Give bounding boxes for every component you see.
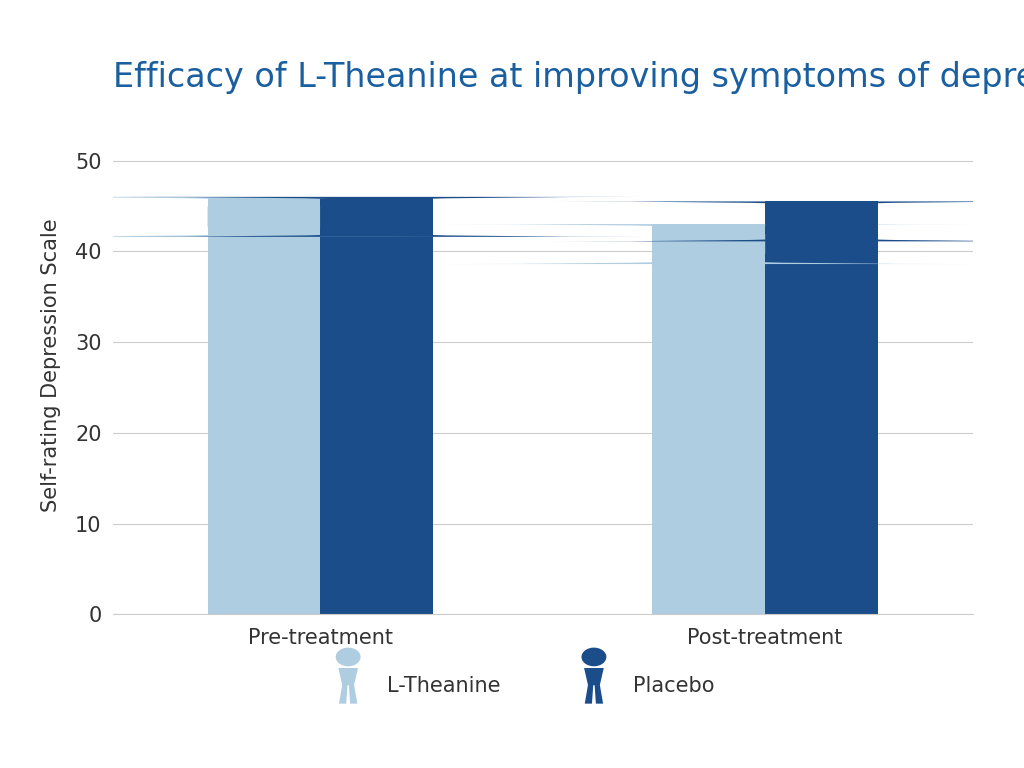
Text: Placebo: Placebo <box>633 676 715 696</box>
FancyBboxPatch shape <box>439 224 979 264</box>
Y-axis label: Self-rating Depression Scale: Self-rating Depression Scale <box>41 218 61 511</box>
FancyBboxPatch shape <box>106 197 646 237</box>
Bar <box>321 197 433 614</box>
FancyBboxPatch shape <box>552 201 1024 241</box>
Text: Efficacy of L-Theanine at improving symptoms of depression: Efficacy of L-Theanine at improving symp… <box>113 61 1024 94</box>
Bar <box>208 197 321 614</box>
Text: L-Theanine: L-Theanine <box>387 676 501 696</box>
Bar <box>652 224 765 614</box>
Bar <box>765 201 878 614</box>
FancyBboxPatch shape <box>0 197 534 237</box>
